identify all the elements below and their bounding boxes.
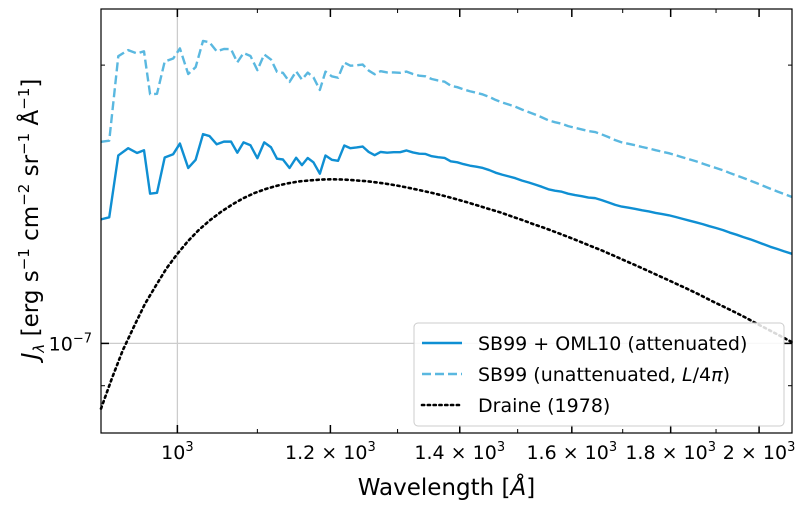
x-tick-label: 1.6 × 103 [526, 440, 617, 464]
legend: SB99 + OML10 (attenuated) SB99 (unattenua… [413, 322, 785, 427]
series-line-2 [99, 177, 794, 410]
x-tick-label: 2 × 103 [723, 440, 796, 464]
x-axis-title: Wavelength [Å] [358, 473, 535, 501]
y-axis-title: Jλ [erg s−1 cm−2 sr−1 Å−1] [15, 79, 48, 364]
axis-titles: Wavelength [Å] Jλ [erg s−1 cm−2 sr−1 Å−1] [15, 79, 535, 501]
legend-label-2: Draine (1978) [478, 395, 610, 417]
tick-labels: 103 1.2 × 103 1.4 × 103 1.6 × 103 1.8 × 103 2… [49, 331, 796, 464]
series-line-1 [100, 39, 793, 199]
plot-frame [100, 8, 793, 434]
series-layer [99, 39, 794, 410]
x-tick-label: 1.4 × 103 [414, 440, 505, 464]
ticks [101, 9, 792, 433]
legend-label-0: SB99 + OML10 (attenuated) [478, 333, 747, 355]
y-tick-label: 10−7 [49, 331, 92, 355]
x-tick-label: 1.2 × 103 [285, 440, 376, 464]
x-tick-label: 1.8 × 103 [625, 440, 716, 464]
legend-box [413, 322, 785, 427]
series-line-0 [100, 132, 793, 255]
x-tick-label: 103 [161, 440, 193, 464]
legend-label-1: SB99 (unattenuated, L/4π) [478, 364, 730, 386]
